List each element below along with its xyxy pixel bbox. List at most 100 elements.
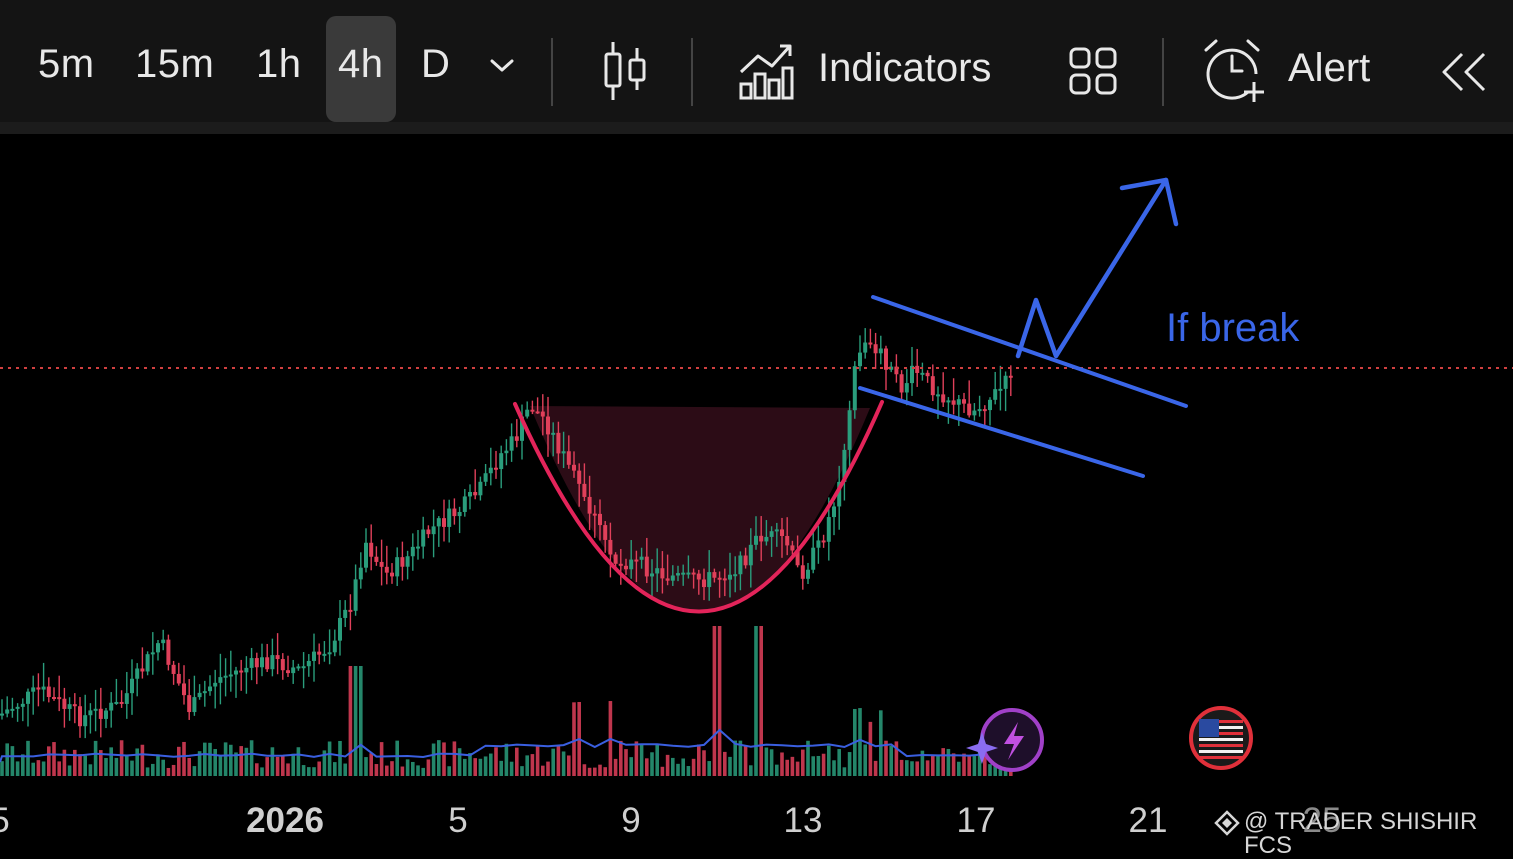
- volume-bar: [379, 742, 384, 776]
- volume-bar: [395, 740, 399, 776]
- candle-body: [249, 658, 254, 668]
- candle-body: [104, 710, 108, 719]
- candle-body: [660, 568, 665, 579]
- timeframe-15m[interactable]: 15m: [135, 42, 215, 86]
- candle-body: [223, 675, 228, 678]
- candle-body: [769, 531, 774, 537]
- candle-body: [228, 674, 233, 677]
- volume-bar: [405, 759, 410, 776]
- alert-label[interactable]: Alert: [1288, 46, 1371, 90]
- x-tick-label: 5: [0, 803, 10, 838]
- candle-body: [26, 691, 30, 704]
- candle-body: [717, 577, 722, 580]
- candle-body: [270, 655, 275, 670]
- volume-bar: [936, 754, 940, 776]
- candle-body: [322, 653, 327, 656]
- chart-toolbar: 5m 15m 1h 4h D Indicators Alert: [0, 6, 1513, 123]
- volume-bar: [697, 744, 701, 776]
- candle-body: [759, 535, 764, 542]
- volume-bar: [780, 752, 784, 776]
- candlestick-icon[interactable]: [600, 40, 650, 102]
- volume-bar: [244, 747, 249, 776]
- volume-bar: [21, 754, 25, 776]
- candle-body: [728, 574, 732, 580]
- candle-body: [62, 698, 67, 709]
- active-timeframe-highlight: [326, 16, 396, 122]
- timeframe-d[interactable]: D: [421, 42, 451, 86]
- candle-body: [644, 556, 649, 577]
- volume-bar: [967, 756, 971, 776]
- candle-body: [806, 569, 810, 579]
- volume-bar: [639, 744, 644, 776]
- volume-bar: [239, 746, 243, 776]
- volume-bar: [655, 744, 659, 776]
- candle-body: [161, 639, 166, 644]
- volume-bar: [795, 761, 800, 776]
- candle-body: [972, 410, 977, 416]
- volume-bar: [613, 758, 618, 776]
- flag-stripe: [1199, 738, 1243, 741]
- volume-bar: [62, 749, 67, 776]
- toolbar-divider: [1162, 38, 1164, 106]
- candle-body: [587, 496, 592, 514]
- us-flag-icon: [1189, 706, 1253, 770]
- volume-bar: [114, 757, 119, 776]
- candle-body: [156, 643, 160, 653]
- candle-body: [925, 372, 930, 377]
- candle-body: [800, 565, 805, 579]
- volume-bar: [712, 626, 717, 776]
- candle-body: [780, 529, 784, 536]
- candle-body: [301, 666, 306, 669]
- candle-body: [410, 546, 415, 557]
- volume-bar: [957, 761, 961, 776]
- volume-bar: [624, 749, 628, 776]
- candle-body: [197, 692, 202, 698]
- chevron-down-icon[interactable]: [488, 56, 516, 76]
- indicators-chart-icon[interactable]: [738, 42, 794, 100]
- candle-body: [577, 470, 582, 484]
- candle-body: [743, 555, 748, 566]
- volume-bar: [223, 742, 228, 776]
- grid-layout-icon[interactable]: [1068, 46, 1118, 96]
- indicators-label[interactable]: Indicators: [818, 46, 992, 90]
- candle-body: [993, 389, 998, 400]
- volume-bar: [530, 754, 535, 776]
- channel-lower-line: [858, 386, 1145, 478]
- volume-bar: [447, 766, 451, 776]
- candle-body: [234, 670, 238, 675]
- candle-body: [88, 710, 93, 716]
- candle-body: [140, 668, 145, 672]
- volume-bar: [920, 750, 925, 776]
- flag-stripe: [1199, 732, 1243, 735]
- candle-body: [634, 559, 639, 562]
- candle-body: [447, 508, 452, 527]
- alarm-clock-plus-icon[interactable]: [1202, 38, 1268, 104]
- candle-body: [702, 579, 706, 588]
- candle-body: [483, 473, 488, 482]
- candle-body: [78, 706, 82, 727]
- volume-bar: [806, 740, 810, 776]
- volume-bar: [541, 765, 545, 776]
- candle-body: [832, 506, 836, 518]
- candle-body: [738, 555, 743, 575]
- volume-bar: [988, 764, 992, 776]
- volume-bar: [707, 761, 711, 776]
- volume-bar: [738, 740, 743, 776]
- volume-bar: [67, 765, 72, 776]
- candle-body: [473, 492, 478, 496]
- volume-bar: [925, 760, 930, 776]
- candle-body: [130, 678, 134, 694]
- volume-bar: [785, 759, 789, 776]
- candle-body: [676, 573, 680, 576]
- timeframe-1h[interactable]: 1h: [256, 42, 302, 86]
- candle-body: [670, 575, 675, 581]
- timeframe-4h[interactable]: 4h: [338, 42, 384, 86]
- candle-body: [509, 436, 514, 451]
- candle-body: [712, 572, 717, 578]
- timeframe-5m[interactable]: 5m: [38, 42, 95, 86]
- breakout-arrow: [1015, 177, 1169, 359]
- volume-bar: [151, 763, 155, 776]
- price-chart[interactable]: [0, 134, 1513, 850]
- double-chevron-left-icon[interactable]: [1440, 50, 1490, 94]
- volume-bar: [390, 761, 394, 776]
